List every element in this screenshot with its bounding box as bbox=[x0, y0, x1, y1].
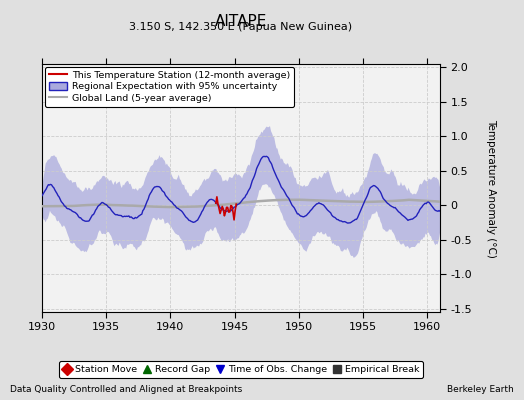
Y-axis label: Temperature Anomaly (°C): Temperature Anomaly (°C) bbox=[486, 118, 496, 258]
Text: 3.150 S, 142.350 E (Papua New Guinea): 3.150 S, 142.350 E (Papua New Guinea) bbox=[129, 22, 353, 32]
Text: Data Quality Controlled and Aligned at Breakpoints: Data Quality Controlled and Aligned at B… bbox=[10, 385, 243, 394]
Text: Berkeley Earth: Berkeley Earth bbox=[447, 385, 514, 394]
Text: AITAPE: AITAPE bbox=[215, 14, 267, 29]
Legend: Station Move, Record Gap, Time of Obs. Change, Empirical Break: Station Move, Record Gap, Time of Obs. C… bbox=[59, 361, 423, 378]
